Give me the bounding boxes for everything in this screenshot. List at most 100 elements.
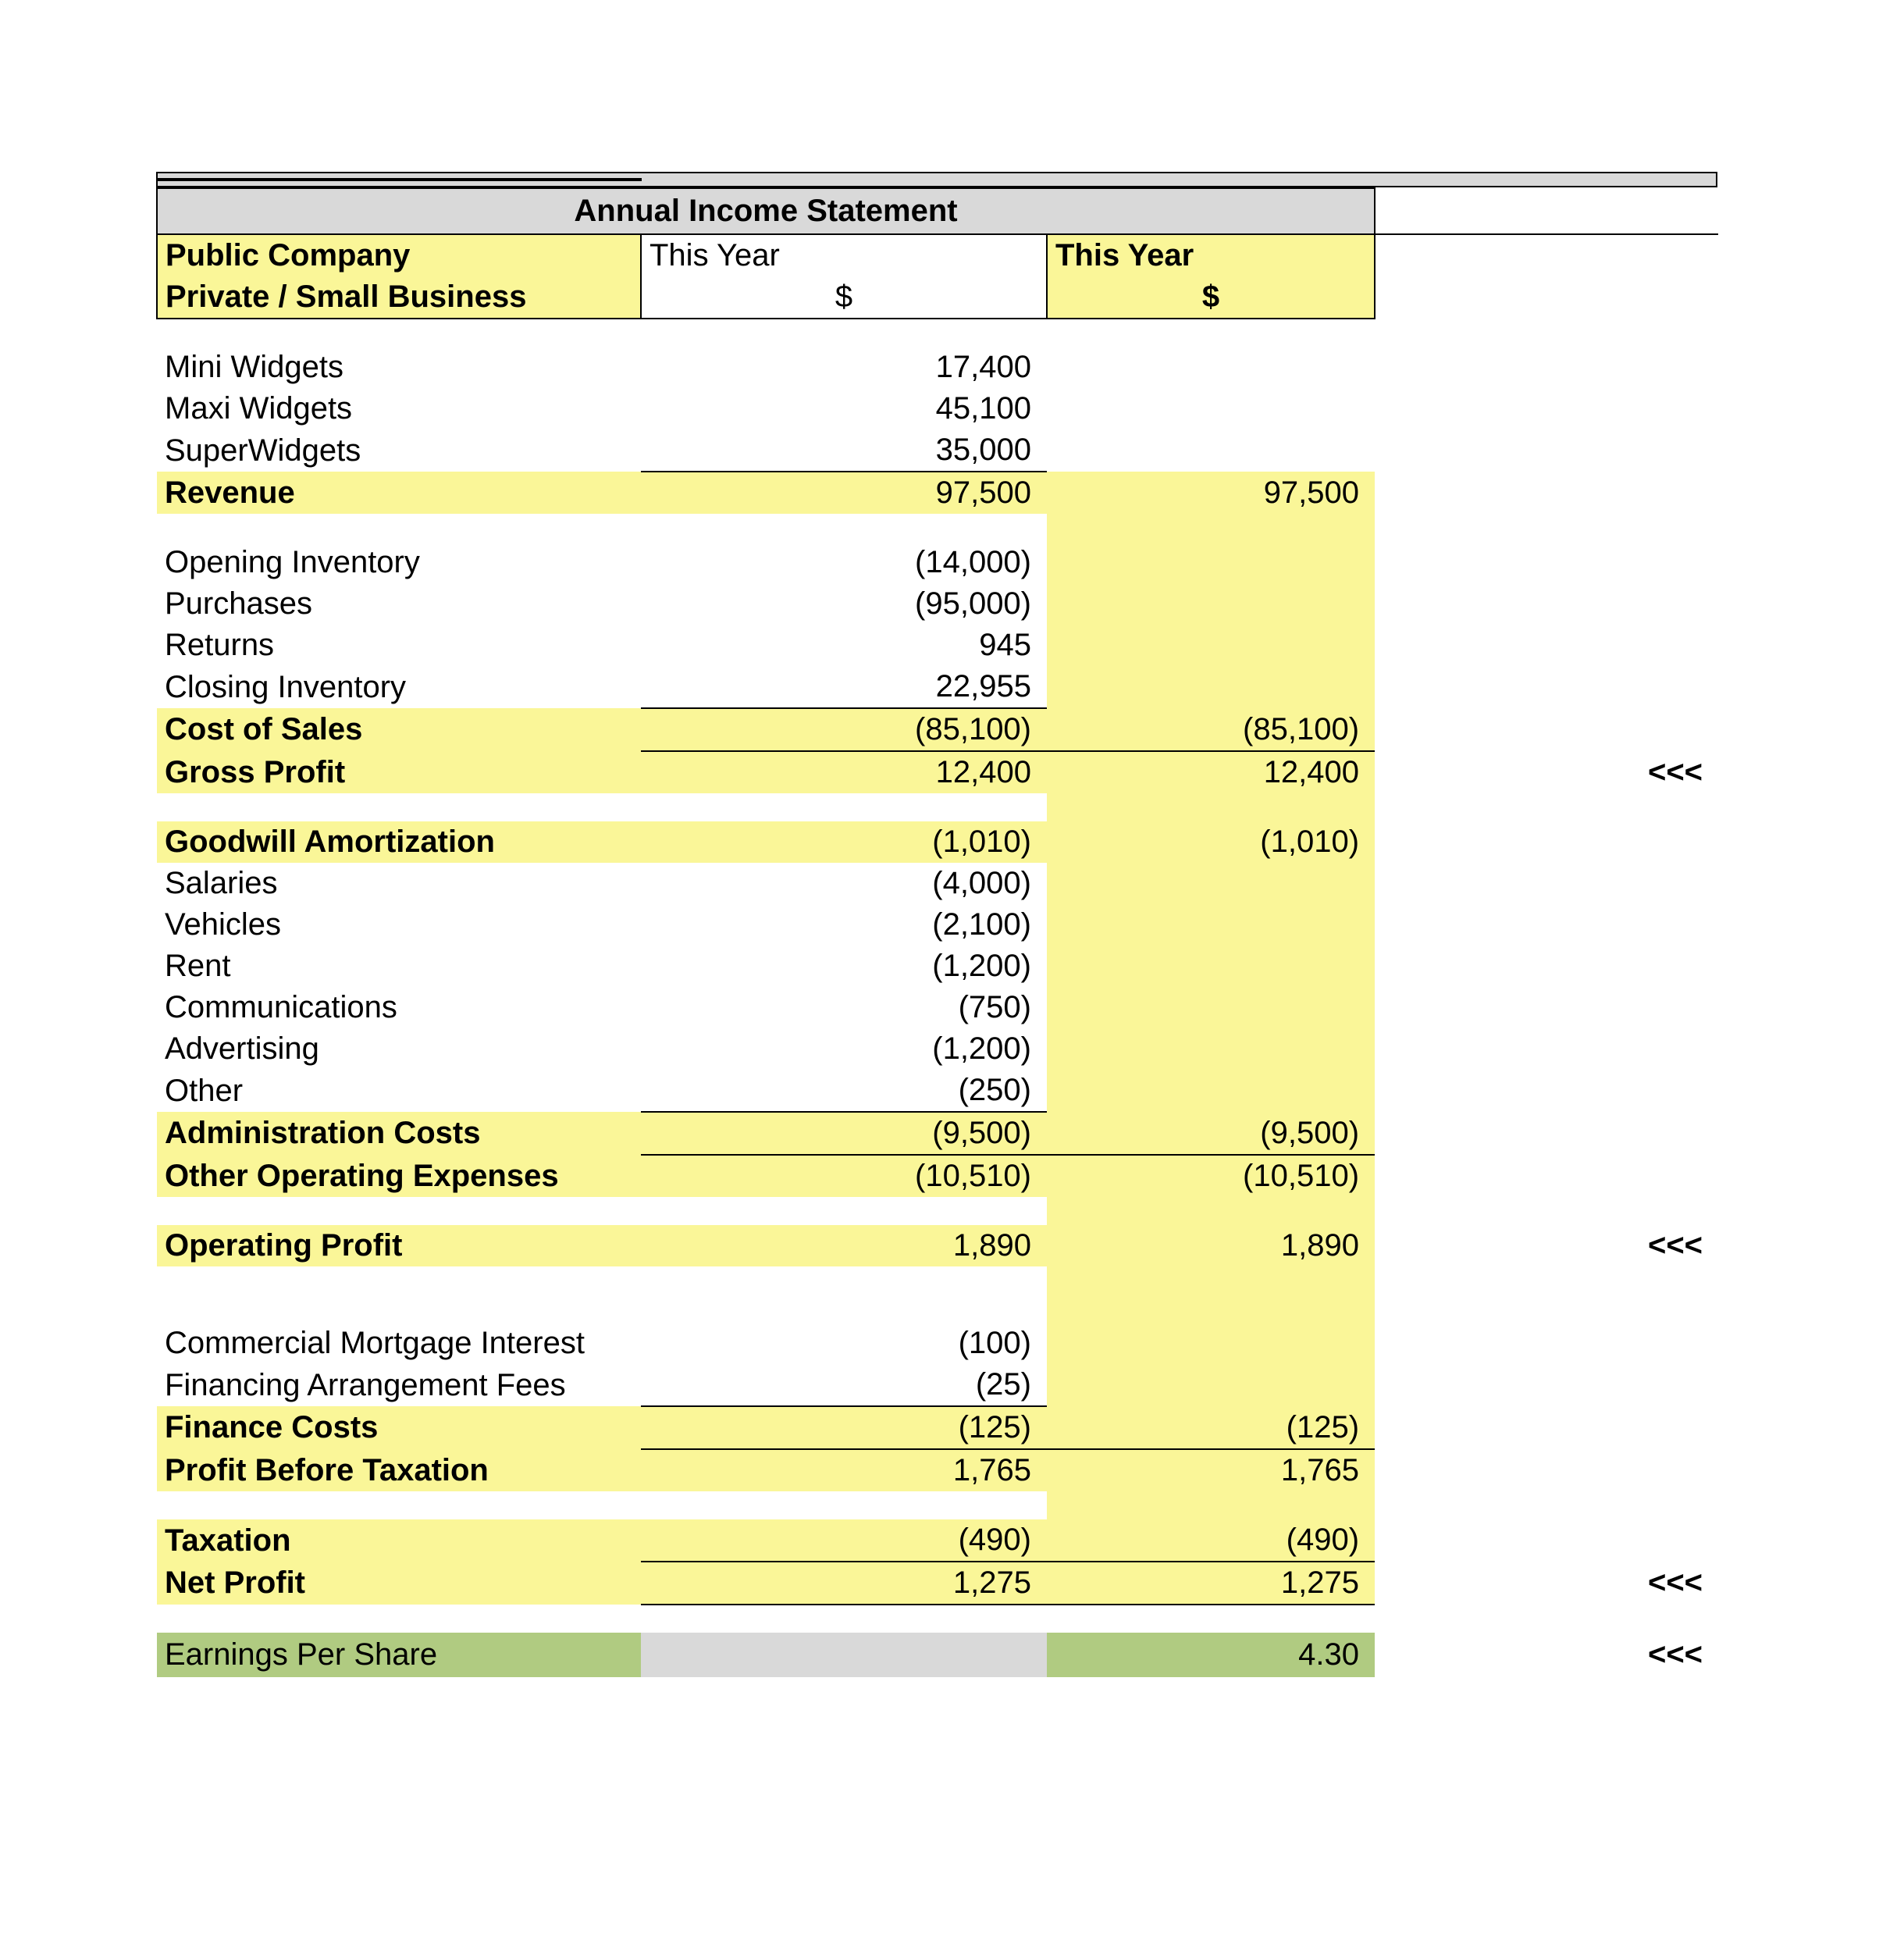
- eps-spacer: [641, 1633, 1047, 1677]
- line-value: 22,955: [641, 666, 1047, 708]
- hdr-currency-1: $: [641, 276, 1047, 319]
- line-item: Communications (750): [157, 987, 1718, 1028]
- other-opex-row: Other Operating Expenses (10,510) (10,51…: [157, 1155, 1718, 1197]
- finance-costs-row: Finance Costs (125) (125): [157, 1406, 1718, 1449]
- line-label: SuperWidgets: [157, 429, 641, 472]
- revenue-v1: 97,500: [641, 472, 1047, 514]
- cos-v1: (85,100): [641, 708, 1047, 751]
- goodwill-v1: (1,010): [641, 821, 1047, 863]
- line-value: 17,400: [641, 347, 1047, 388]
- line-item: Purchases (95,000): [157, 583, 1718, 625]
- header-row-2: Private / Small Business $ $: [157, 276, 1718, 319]
- line-item: Advertising (1,200): [157, 1028, 1718, 1070]
- gp-mark: <<<: [1375, 751, 1718, 793]
- np-mark: <<<: [1375, 1562, 1718, 1605]
- tax-label: Taxation: [157, 1519, 641, 1562]
- taxation-row: Taxation (490) (490): [157, 1519, 1718, 1562]
- gp-v1: 12,400: [641, 751, 1047, 793]
- fc-label: Finance Costs: [157, 1406, 641, 1449]
- line-value: (95,000): [641, 583, 1047, 625]
- line-value: (4,000): [641, 863, 1047, 904]
- line-item: Financing Arrangement Fees (25): [157, 1364, 1718, 1406]
- header-row-1: Public Company This Year This Year: [157, 234, 1718, 276]
- line-label: Salaries: [157, 863, 641, 904]
- title-row: [157, 173, 1717, 187]
- goodwill-v2: (1,010): [1047, 821, 1375, 863]
- line-item: Rent (1,200): [157, 946, 1718, 987]
- statement-title: Annual Income Statement: [157, 188, 1375, 234]
- admin-v2: (9,500): [1047, 1112, 1375, 1155]
- np-label: Net Profit: [157, 1562, 641, 1605]
- opex-v2: (10,510): [1047, 1155, 1375, 1197]
- gross-profit-row: Gross Profit 12,400 12,400 <<<: [157, 751, 1718, 793]
- line-value: (25): [641, 1364, 1047, 1406]
- op-v2: 1,890: [1047, 1225, 1375, 1266]
- line-label: Rent: [157, 946, 641, 987]
- pbt-row: Profit Before Taxation 1,765 1,765: [157, 1449, 1718, 1491]
- line-label: Purchases: [157, 583, 641, 625]
- hdr-this-year-2: This Year: [1047, 234, 1375, 276]
- gp-label: Gross Profit: [157, 751, 641, 793]
- opex-label: Other Operating Expenses: [157, 1155, 641, 1197]
- income-statement: Annual Income Statement Public Company T…: [156, 187, 1718, 1677]
- hdr-public-company: Public Company: [157, 234, 641, 276]
- cos-v2: (85,100): [1047, 708, 1375, 751]
- line-label: Vehicles: [157, 904, 641, 946]
- pbt-v2: 1,765: [1047, 1449, 1375, 1491]
- line-value: 35,000: [641, 429, 1047, 472]
- op-v1: 1,890: [641, 1225, 1047, 1266]
- tax-v2: (490): [1047, 1519, 1375, 1562]
- eps-label: Earnings Per Share: [157, 1633, 641, 1677]
- line-item: Opening Inventory (14,000): [157, 542, 1718, 583]
- income-statement-table: [156, 172, 1717, 187]
- revenue-v2: 97,500: [1047, 472, 1375, 514]
- fc-v2: (125): [1047, 1406, 1375, 1449]
- line-item: Closing Inventory 22,955: [157, 666, 1718, 708]
- op-mark: <<<: [1375, 1225, 1718, 1266]
- line-value: 945: [641, 625, 1047, 666]
- line-item: Mini Widgets 17,400: [157, 347, 1718, 388]
- line-label: Commercial Mortgage Interest: [157, 1323, 641, 1364]
- fc-v1: (125): [641, 1406, 1047, 1449]
- cos-label: Cost of Sales: [157, 708, 641, 751]
- admin-label: Administration Costs: [157, 1112, 641, 1155]
- eps-mark: <<<: [1375, 1633, 1718, 1677]
- line-item: Other (250): [157, 1070, 1718, 1112]
- line-label: Communications: [157, 987, 641, 1028]
- line-label: Other: [157, 1070, 641, 1112]
- line-label: Opening Inventory: [157, 542, 641, 583]
- line-item: Commercial Mortgage Interest (100): [157, 1323, 1718, 1364]
- line-item: SuperWidgets 35,000: [157, 429, 1718, 472]
- line-value: (14,000): [641, 542, 1047, 583]
- eps-row: Earnings Per Share 4.30 <<<: [157, 1633, 1718, 1677]
- line-value: (100): [641, 1323, 1047, 1364]
- operating-profit-row: Operating Profit 1,890 1,890 <<<: [157, 1225, 1718, 1266]
- line-value: (2,100): [641, 904, 1047, 946]
- line-label: Mini Widgets: [157, 347, 641, 388]
- line-value: (250): [641, 1070, 1047, 1112]
- line-value: (750): [641, 987, 1047, 1028]
- hdr-this-year-1: This Year: [641, 234, 1047, 276]
- pbt-label: Profit Before Taxation: [157, 1449, 641, 1491]
- tax-v1: (490): [641, 1519, 1047, 1562]
- line-label: Closing Inventory: [157, 666, 641, 708]
- goodwill-label: Goodwill Amortization: [157, 821, 641, 863]
- line-item: Maxi Widgets 45,100: [157, 388, 1718, 429]
- np-v1: 1,275: [641, 1562, 1047, 1605]
- hdr-private: Private / Small Business: [157, 276, 641, 319]
- pbt-v1: 1,765: [641, 1449, 1047, 1491]
- title-row: Annual Income Statement: [157, 188, 1718, 234]
- admin-costs-row: Administration Costs (9,500) (9,500): [157, 1112, 1718, 1155]
- admin-v1: (9,500): [641, 1112, 1047, 1155]
- line-label: Maxi Widgets: [157, 388, 641, 429]
- op-label: Operating Profit: [157, 1225, 641, 1266]
- eps-v2: 4.30: [1047, 1633, 1375, 1677]
- line-label: Returns: [157, 625, 641, 666]
- line-item: Vehicles (2,100): [157, 904, 1718, 946]
- np-v2: 1,275: [1047, 1562, 1375, 1605]
- goodwill-row: Goodwill Amortization (1,010) (1,010): [157, 821, 1718, 863]
- line-item: Returns 945: [157, 625, 1718, 666]
- line-item: Salaries (4,000): [157, 863, 1718, 904]
- net-profit-row: Net Profit 1,275 1,275 <<<: [157, 1562, 1718, 1605]
- line-label: Financing Arrangement Fees: [157, 1364, 641, 1406]
